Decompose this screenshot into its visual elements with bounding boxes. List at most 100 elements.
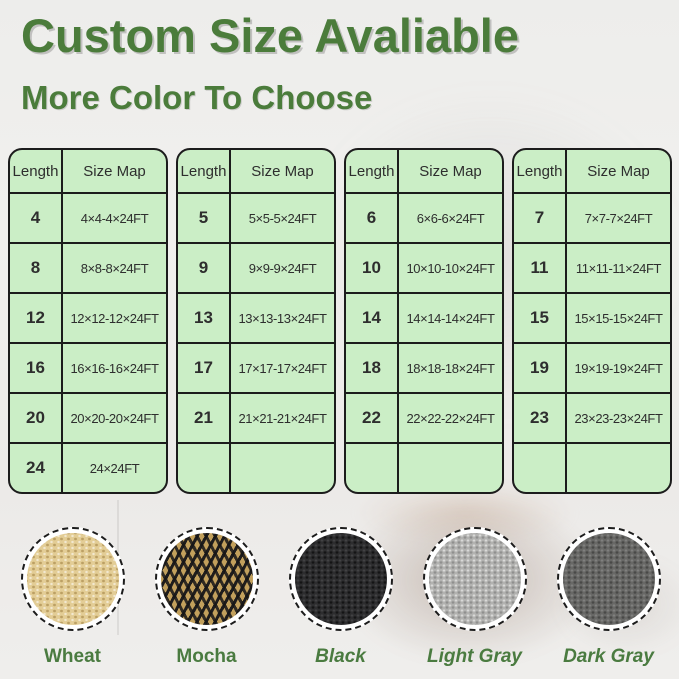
page-subtitle: More Color To Choose <box>21 79 373 116</box>
size-cell: 13×13-13×24FT <box>229 292 334 344</box>
length-cell: 5 <box>178 192 231 244</box>
swatch-label-black: Black <box>315 646 366 667</box>
table-header-row: Length Size Map <box>514 150 670 194</box>
swatch-label-wheat: Wheat <box>44 646 101 667</box>
size-cell <box>397 442 502 492</box>
light-gray-fabric-texture <box>428 533 521 625</box>
swatch-label-dark-gray: Dark Gray <box>563 646 654 667</box>
size-cell: 7×7-7×24FT <box>565 192 670 244</box>
length-cell: 11 <box>514 242 567 294</box>
size-cell <box>565 442 670 492</box>
size-cell <box>229 442 334 492</box>
size-cell: 23×23-23×24FT <box>565 392 670 444</box>
size-cell: 17×17-17×24FT <box>229 342 334 394</box>
swatch-light-gray: Light Gray <box>412 527 537 668</box>
mocha-fabric-swatch-image <box>154 527 259 631</box>
length-cell <box>346 442 399 492</box>
column-header-sizemap: Size Map <box>61 150 166 194</box>
size-cell: 16×16-16×24FT <box>61 342 166 394</box>
length-cell: 22 <box>346 392 399 444</box>
length-cell: 21 <box>178 392 231 444</box>
length-cell <box>178 442 231 492</box>
size-cell: 10×10-10×24FT <box>397 242 502 294</box>
swatch-label-light-gray: Light Gray <box>426 646 522 667</box>
table-row: 7 7×7-7×24FT <box>514 192 670 244</box>
swatch-label-mocha: Mocha <box>176 646 237 667</box>
size-cell: 24×24FT <box>61 442 166 492</box>
length-cell <box>514 442 567 492</box>
size-table-1: Length Size Map 4 4×4-4×24FT 8 8×8-8×24F… <box>8 148 168 494</box>
swatch-wheat: Wheat <box>10 527 135 668</box>
length-cell: 7 <box>514 192 567 244</box>
column-header-length: Length <box>10 150 63 194</box>
table-row: 18 18×18-18×24FT <box>346 342 502 394</box>
table-header-row: Length Size Map <box>346 150 502 194</box>
size-cell: 11×11-11×24FT <box>565 242 670 294</box>
length-cell: 12 <box>10 292 63 344</box>
color-swatches-row: Wheat Mocha Black Light Gray Dark Gray <box>0 527 679 668</box>
wheat-fabric-swatch-image <box>20 527 125 631</box>
table-row: 23 23×23-23×24FT <box>514 392 670 444</box>
size-tables-row: Length Size Map 4 4×4-4×24FT 8 8×8-8×24F… <box>8 148 672 494</box>
swatch-black: Black <box>278 527 403 668</box>
table-row: 14 14×14-14×24FT <box>346 292 502 344</box>
table-row: 10 10×10-10×24FT <box>346 242 502 294</box>
size-table-4: Length Size Map 7 7×7-7×24FT 11 11×11-11… <box>512 148 672 494</box>
column-header-sizemap: Size Map <box>565 150 670 194</box>
length-cell: 17 <box>178 342 231 394</box>
table-row: 13 13×13-13×24FT <box>178 292 334 344</box>
table-row: 19 19×19-19×24FT <box>514 342 670 394</box>
table-row: 6 6×6-6×24FT <box>346 192 502 244</box>
size-cell: 19×19-19×24FT <box>565 342 670 394</box>
length-cell: 8 <box>10 242 63 294</box>
size-cell: 5×5-5×24FT <box>229 192 334 244</box>
table-row: 22 22×22-22×24FT <box>346 392 502 444</box>
table-row: 20 20×20-20×24FT <box>10 392 166 444</box>
light-gray-fabric-swatch-image <box>422 527 527 631</box>
size-table-3: Length Size Map 6 6×6-6×24FT 10 10×10-10… <box>344 148 504 494</box>
size-cell: 15×15-15×24FT <box>565 292 670 344</box>
length-cell: 10 <box>346 242 399 294</box>
size-cell: 12×12-12×24FT <box>61 292 166 344</box>
length-cell: 23 <box>514 392 567 444</box>
length-cell: 14 <box>346 292 399 344</box>
table-row: 5 5×5-5×24FT <box>178 192 334 244</box>
size-cell: 8×8-8×24FT <box>61 242 166 294</box>
size-cell: 9×9-9×24FT <box>229 242 334 294</box>
column-header-length: Length <box>514 150 567 194</box>
table-row: 11 11×11-11×24FT <box>514 242 670 294</box>
wheat-fabric-texture <box>26 533 119 625</box>
black-fabric-texture <box>294 533 387 625</box>
length-cell: 9 <box>178 242 231 294</box>
column-header-sizemap: Size Map <box>397 150 502 194</box>
table-row: 21 21×21-21×24FT <box>178 392 334 444</box>
table-header-row: Length Size Map <box>10 150 166 194</box>
size-cell: 4×4-4×24FT <box>61 192 166 244</box>
table-row: 24 24×24FT <box>10 442 166 492</box>
size-cell: 21×21-21×24FT <box>229 392 334 444</box>
table-row: 4 4×4-4×24FT <box>10 192 166 244</box>
size-cell: 6×6-6×24FT <box>397 192 502 244</box>
length-cell: 13 <box>178 292 231 344</box>
table-header-row: Length Size Map <box>178 150 334 194</box>
mocha-fabric-texture <box>160 533 253 625</box>
table-row: 16 16×16-16×24FT <box>10 342 166 394</box>
table-row: 9 9×9-9×24FT <box>178 242 334 294</box>
length-cell: 19 <box>514 342 567 394</box>
table-row-empty <box>514 442 670 492</box>
swatch-dark-gray: Dark Gray <box>546 527 671 668</box>
size-table-2: Length Size Map 5 5×5-5×24FT 9 9×9-9×24F… <box>176 148 336 494</box>
size-cell: 18×18-18×24FT <box>397 342 502 394</box>
length-cell: 6 <box>346 192 399 244</box>
table-row: 12 12×12-12×24FT <box>10 292 166 344</box>
table-row-empty <box>178 442 334 492</box>
black-fabric-swatch-image <box>288 527 393 631</box>
size-cell: 14×14-14×24FT <box>397 292 502 344</box>
swatch-mocha: Mocha <box>144 527 269 668</box>
column-header-length: Length <box>178 150 231 194</box>
table-row: 17 17×17-17×24FT <box>178 342 334 394</box>
table-row: 8 8×8-8×24FT <box>10 242 166 294</box>
length-cell: 4 <box>10 192 63 244</box>
length-cell: 18 <box>346 342 399 394</box>
length-cell: 20 <box>10 392 63 444</box>
